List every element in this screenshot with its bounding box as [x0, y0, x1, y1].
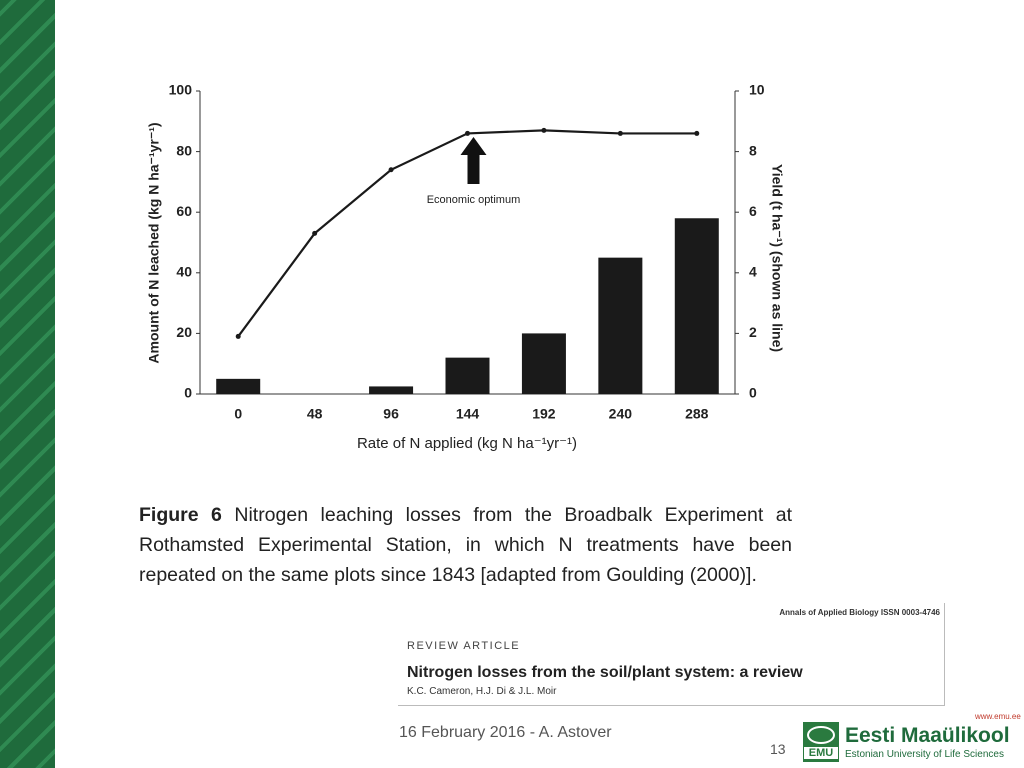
line-point — [617, 130, 623, 136]
bar — [445, 357, 490, 394]
caption-label: Figure 6 — [139, 504, 222, 526]
x-tick-label: 144 — [456, 406, 480, 422]
x-axis-label: Rate of N applied (kg N ha⁻¹yr⁻¹) — [357, 435, 577, 452]
y2-tick-label: 6 — [749, 203, 757, 219]
line-point — [388, 167, 394, 173]
y2-tick-label: 0 — [749, 385, 757, 401]
line-point — [694, 130, 700, 136]
y2-tick-label: 8 — [749, 142, 757, 158]
x-tick-label: 0 — [234, 406, 242, 422]
article-authors: K.C. Cameron, H.J. Di & J.L. Moir — [407, 686, 557, 697]
logo-sub: Estonian University of Life Sciences — [845, 749, 1004, 760]
article-title: Nitrogen losses from the soil/plant syst… — [407, 664, 803, 681]
y-tick-label: 100 — [169, 82, 193, 98]
y2-axis-label: Yield (t ha⁻¹) (shown as line) — [769, 164, 785, 352]
x-tick-label: 96 — [383, 406, 399, 422]
bar — [369, 386, 414, 394]
annotation-arrow — [460, 137, 487, 184]
article-kind: REVIEW ARTICLE — [407, 640, 521, 652]
y-tick-label: 60 — [176, 203, 192, 219]
annotation: Economic optimum — [427, 194, 521, 206]
caption-text: Nitrogen leaching losses from the Broadb… — [139, 504, 792, 586]
y2-tick-label: 2 — [749, 324, 757, 340]
logo-url: www.emu.ee — [975, 712, 1021, 721]
y2-tick-label: 4 — [749, 264, 757, 280]
y-tick-label: 20 — [176, 324, 192, 340]
chart: Amount of N leached (kg N ha⁻¹yr⁻¹) Yiel… — [146, 82, 786, 452]
line-point — [312, 230, 318, 236]
bar — [674, 218, 719, 394]
x-tick-label: 240 — [609, 406, 633, 422]
line-point — [465, 130, 470, 136]
y-axis-label: Amount of N leached (kg N ha⁻¹yr⁻¹) — [146, 122, 162, 363]
logo-mark: EMU — [803, 722, 839, 762]
decor-strip — [0, 0, 55, 768]
bar — [216, 378, 261, 394]
caption: Figure 6 Nitrogen leaching losses from t… — [139, 500, 792, 590]
bar — [598, 257, 643, 394]
x-tick-label: 48 — [307, 406, 323, 422]
logo-name: Eesti Maaülikool — [845, 724, 1010, 747]
line-point — [541, 127, 547, 133]
logo-short: EMU — [804, 747, 838, 759]
y-tick-label: 40 — [176, 264, 192, 280]
journal: Annals of Applied Biology ISSN 0003-4746 — [779, 608, 940, 617]
y-tick-label: 80 — [176, 142, 192, 158]
x-tick-label: 192 — [532, 406, 556, 422]
citation: Annals of Applied Biology ISSN 0003-4746… — [398, 603, 945, 706]
line-point — [235, 333, 241, 339]
logo-swirl — [807, 726, 835, 744]
x-tick-label: 288 — [685, 406, 709, 422]
bar — [521, 333, 566, 394]
y-tick-label: 0 — [184, 385, 192, 401]
page-number: 13 — [770, 741, 786, 757]
y2-tick-label: 10 — [749, 82, 765, 98]
footer-date: 16 February 2016 - A. Astover — [399, 724, 612, 741]
